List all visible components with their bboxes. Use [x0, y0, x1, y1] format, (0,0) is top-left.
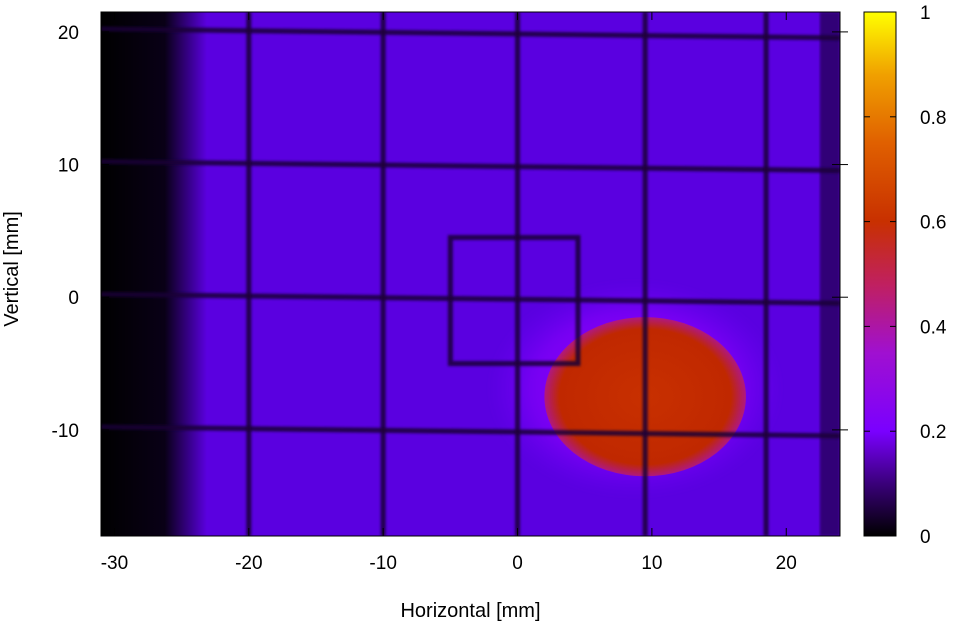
dark-edge-region: [101, 12, 208, 536]
y-tick-label: -10: [52, 421, 79, 442]
x-tick-label: -10: [369, 553, 396, 574]
x-tick-label: 20: [776, 553, 797, 574]
y-tick-label: 0: [68, 288, 79, 309]
wire-grid: [101, 12, 840, 536]
heatmap-image: [101, 12, 840, 536]
y-tick-label: 20: [58, 23, 79, 44]
colorbar: [863, 11, 897, 537]
colorbar-tick-label: 0.4: [920, 317, 947, 338]
horizontal-wire: [101, 26, 840, 41]
colorbar-ticks: 0 0.2 0.4 0.6 0.8 1: [864, 3, 947, 548]
colorbar-tick-label: 0.6: [920, 213, 946, 234]
y-tick-label: 10: [58, 156, 79, 177]
x-tick-label: -30: [101, 553, 128, 574]
horizontal-wire: [101, 159, 840, 174]
x-tick-label: -20: [235, 553, 262, 574]
x-tick-label: 0: [512, 553, 523, 574]
horizontal-wire: [101, 424, 840, 439]
axes: -30 -20 -10 0 10 20 -10 0 10 20: [52, 12, 848, 574]
inner-square-wire: [447, 235, 581, 367]
colorbar-tick-label: 0.8: [920, 108, 946, 129]
horizontal-wire: [101, 291, 840, 306]
colorbar-tick-label: 0: [920, 527, 931, 548]
colorbar-tick-label: 1: [920, 3, 931, 24]
colorbar-tick-label: 0.2: [920, 422, 946, 443]
y-axis-title: Vertical [mm]: [1, 211, 23, 327]
dark-right-edge: [819, 12, 840, 536]
plot-frame: [100, 11, 841, 537]
x-tick-label: 10: [641, 553, 662, 574]
x-axis-title: Horizontal [mm]: [400, 600, 540, 622]
